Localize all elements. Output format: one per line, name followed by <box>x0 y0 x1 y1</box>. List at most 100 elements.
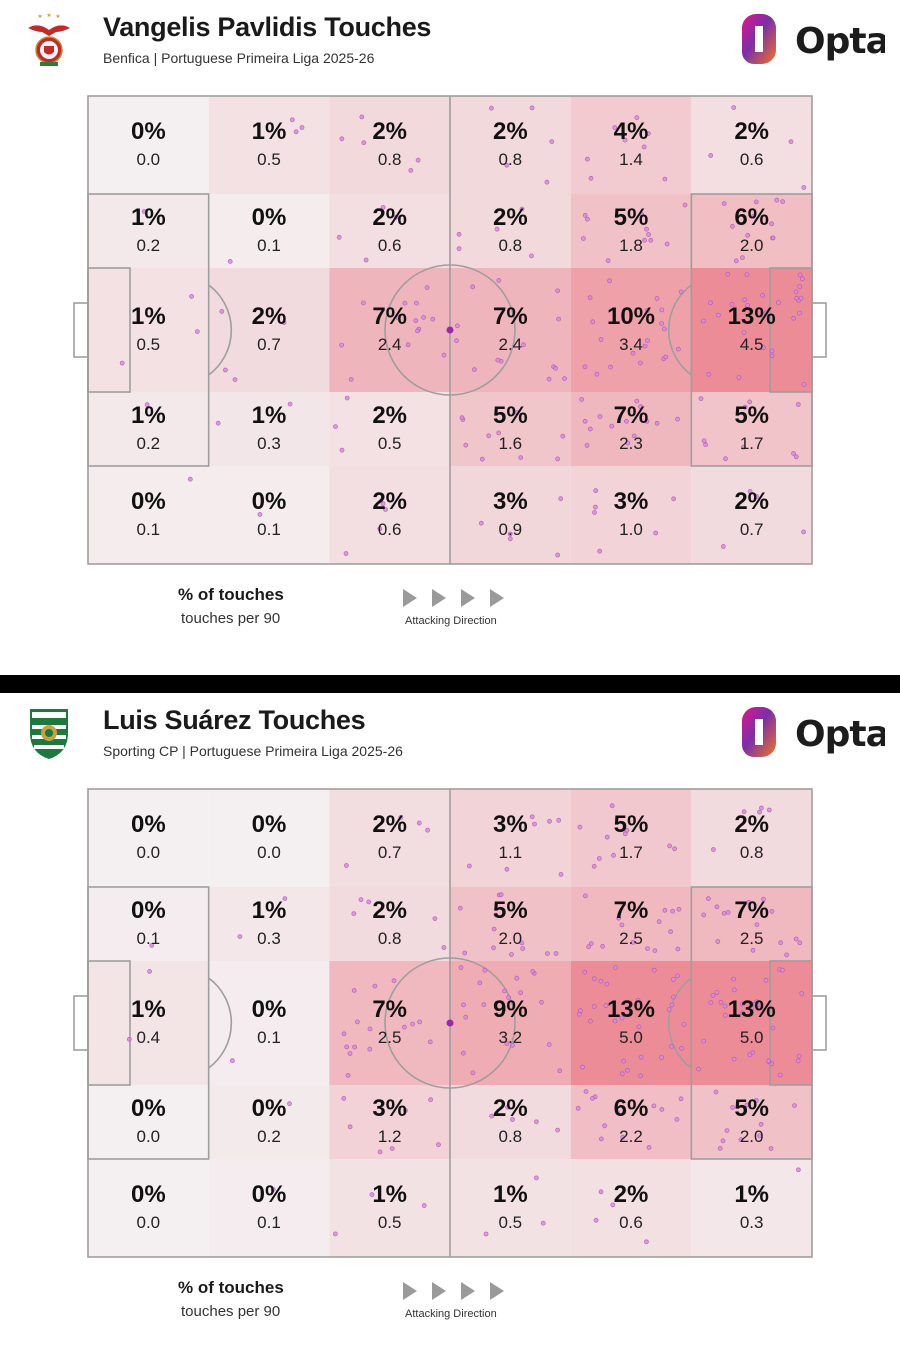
cell-pct-label: 5% <box>734 1095 769 1122</box>
cell-per90-label: 1.1 <box>499 843 523 862</box>
touch-dot <box>720 544 726 549</box>
touch-dot <box>646 1144 652 1150</box>
touch-dot <box>754 922 760 928</box>
touch-dot <box>505 1104 511 1110</box>
cell-pct-label: 1% <box>252 402 287 429</box>
touch-dot <box>745 232 751 238</box>
touch-dot <box>652 948 658 954</box>
touch-dot <box>708 1000 714 1006</box>
touch-dot <box>706 896 711 902</box>
touch-dot <box>747 488 753 494</box>
touch-dot <box>714 904 720 910</box>
cell-pct-label: 0% <box>131 897 166 924</box>
cell-per90-label: 0.2 <box>257 1127 281 1146</box>
heatmap-cell <box>329 392 450 466</box>
heatmap-cell <box>329 887 450 961</box>
touch-dot <box>367 1046 373 1052</box>
touch-dot <box>556 316 562 322</box>
chart-title: Luis Suárez Touches <box>103 705 366 735</box>
touch-dot <box>753 199 759 205</box>
touch-dot <box>588 1018 593 1024</box>
touch-dot <box>518 455 524 461</box>
touch-dot <box>645 338 650 344</box>
touch-dot <box>645 946 650 952</box>
cell-pct-label: 2% <box>372 897 407 924</box>
cell-pct-label: 2% <box>493 204 528 231</box>
touch-dot <box>351 911 357 917</box>
touch-dot <box>636 1024 642 1030</box>
cell-pct-label: 1% <box>372 1181 407 1208</box>
touch-dot <box>463 1014 469 1020</box>
heatmap-cell <box>570 268 692 392</box>
heatmap-cell <box>329 789 450 887</box>
cell-per90-label: 5.0 <box>740 1028 764 1047</box>
goal-left <box>73 302 89 358</box>
touch-dot <box>458 965 464 971</box>
touch-dot <box>780 199 785 204</box>
touch-dot <box>716 312 721 318</box>
touch-dot <box>587 295 593 301</box>
touch-dot <box>377 1149 383 1155</box>
touch-dot <box>607 278 612 284</box>
heatmap-cell <box>88 887 209 961</box>
touch-dot <box>664 241 670 247</box>
touch-dot <box>389 1146 395 1152</box>
touch-dot <box>718 999 724 1005</box>
attacking-direction-arrows-icon <box>403 589 504 607</box>
cell-pct-label: 0% <box>131 118 166 145</box>
touch-dot <box>620 1134 626 1140</box>
touch-dot <box>415 328 420 334</box>
touch-dot <box>619 1015 625 1021</box>
cell-pct-label: 3% <box>493 811 528 838</box>
touch-dot <box>222 367 228 373</box>
touch-dot <box>341 1095 347 1101</box>
touch-dot <box>638 404 643 410</box>
cell-pct-label: 2% <box>734 118 769 145</box>
touch-dot <box>761 345 766 351</box>
cell-per90-label: 0.5 <box>257 150 281 169</box>
touch-dot <box>604 981 610 987</box>
touch-dot <box>616 915 621 921</box>
touch-dot <box>631 433 637 439</box>
cell-per90-label: 0.8 <box>378 150 402 169</box>
touch-dot <box>466 863 472 869</box>
touch-dot <box>708 300 713 306</box>
touch-dot <box>715 939 721 944</box>
touch-dot <box>456 231 462 237</box>
heatmap-cell <box>570 466 692 564</box>
touch-dot <box>793 936 799 942</box>
legend-pct: % of touches <box>178 1278 284 1297</box>
attacking-direction-label: Attacking Direction <box>405 615 497 627</box>
touch-dot <box>714 990 720 995</box>
touch-dot <box>496 277 502 283</box>
legend-per90: touches per 90 <box>181 610 281 627</box>
touch-dot <box>417 1019 423 1025</box>
touch-dot <box>731 105 737 111</box>
touch-dot <box>380 205 386 210</box>
touch-dot <box>577 1008 583 1014</box>
touch-dot <box>413 318 419 324</box>
cell-pct-label: 1% <box>493 1181 528 1208</box>
cell-per90-label: 1.7 <box>740 434 764 453</box>
cell-pct-label: 2% <box>372 811 407 838</box>
heatmap-cell <box>691 268 812 392</box>
cell-per90-label: 5.0 <box>619 1028 643 1047</box>
cell-pct-label: 7% <box>372 996 407 1023</box>
cell-per90-label: 0.1 <box>257 1213 281 1232</box>
centre-spot <box>446 326 454 334</box>
touch-dot <box>721 201 727 206</box>
touch-dot <box>454 338 459 344</box>
cell-per90-label: 3.2 <box>499 1028 523 1047</box>
heatmap-cell <box>88 961 209 1085</box>
heatmap-cell <box>450 268 571 392</box>
cell-pct-label: 0% <box>252 204 287 231</box>
touch-dot <box>498 892 504 897</box>
touch-dot <box>769 221 774 227</box>
touch-dot <box>669 1043 674 1049</box>
touch-dot <box>792 1103 797 1109</box>
cell-pct-label: 1% <box>734 1181 769 1208</box>
touch-dot <box>644 418 650 424</box>
touch-dot <box>622 137 628 143</box>
touch-dot <box>147 968 152 974</box>
cell-per90-label: 0.5 <box>378 434 402 453</box>
